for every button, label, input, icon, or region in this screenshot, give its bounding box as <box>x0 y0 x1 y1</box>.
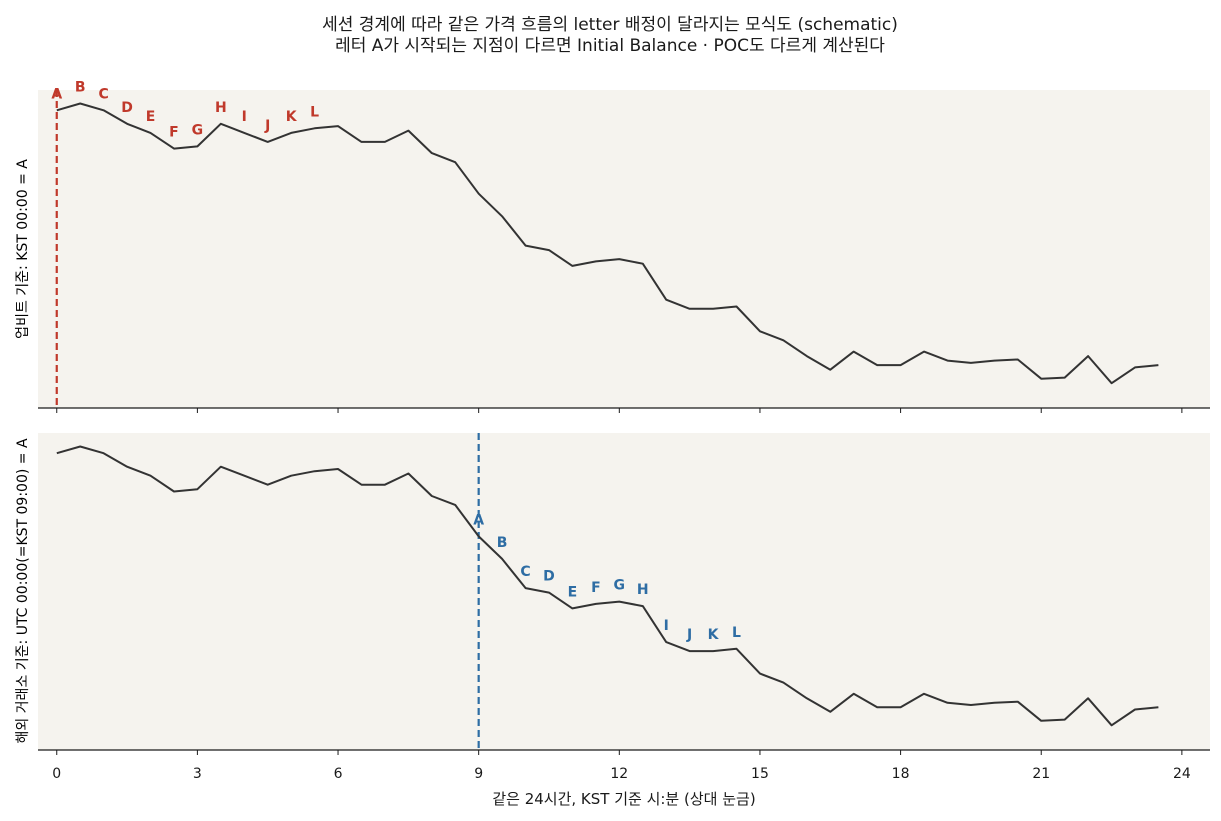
upbit-letter-a: A <box>51 86 62 102</box>
overseas-letter-i: I <box>664 618 669 634</box>
y-axis-label-overseas: 해외 거래소 기준: UTC 00:00(=KST 09:00) = A <box>15 438 31 743</box>
upbit-letter-b: B <box>75 80 86 96</box>
overseas-letter-c: C <box>520 564 530 580</box>
x-tick-label: 12 <box>610 766 628 782</box>
upbit-letter-g: G <box>192 122 204 138</box>
upbit-letter-l: L <box>310 104 319 120</box>
overseas-plot-background <box>38 433 1210 750</box>
overseas-panel: ABC DE F G H I J K L <box>38 433 1210 755</box>
overseas-price-line <box>56 445 1159 727</box>
overseas-letter-h: H <box>637 582 649 598</box>
overseas-letter-j: J <box>686 627 692 643</box>
upbit-letter-i: I <box>242 109 247 125</box>
x-tick-label: 21 <box>1032 766 1050 782</box>
upbit-letter-d: D <box>121 100 133 116</box>
overseas-letter-k: K <box>708 627 720 643</box>
upbit-letter-j: J <box>264 118 270 134</box>
upbit-letter-e: E <box>146 109 156 125</box>
x-tick-label: 24 <box>1173 766 1191 782</box>
upbit-letter-f: F <box>169 125 179 141</box>
overseas-letter-e: E <box>568 584 578 600</box>
x-tick-label: 15 <box>751 766 769 782</box>
x-tick-label: 6 <box>334 766 343 782</box>
upbit-letter-c: C <box>98 86 108 102</box>
y-axis-label-upbit: 업비트 기준: KST 00:00 = A <box>15 159 31 339</box>
overseas-letter-a: A <box>473 512 484 528</box>
x-axis-ticks: 0 3 6 9 12 15 18 21 24 <box>52 766 1191 782</box>
chart-title-line1: 세션 경계에 따라 같은 가격 흐름의 letter 배정이 달라지는 모식도 … <box>322 15 898 35</box>
x-tick-label: 9 <box>474 766 483 782</box>
upbit-plot-background <box>38 90 1210 408</box>
overseas-letter-f: F <box>591 580 601 596</box>
overseas-letter-l: L <box>732 625 741 641</box>
x-tick-label: 18 <box>892 766 910 782</box>
overseas-letter-b: B <box>497 535 508 551</box>
x-tick-label: 3 <box>193 766 202 782</box>
upbit-letter-k: K <box>286 109 298 125</box>
x-axis-label: 같은 24시간, KST 기준 시:분 (상대 눈금) <box>492 790 755 808</box>
upbit-letter-h: H <box>215 100 227 116</box>
overseas-letter-g: G <box>614 578 626 594</box>
upbit-price-line <box>56 102 1159 385</box>
x-tick-label: 0 <box>52 766 61 782</box>
overseas-letter-d: D <box>543 569 555 585</box>
chart-title-line2: 레터 A가 시작되는 지점이 다르면 Initial Balance · POC… <box>335 36 885 56</box>
